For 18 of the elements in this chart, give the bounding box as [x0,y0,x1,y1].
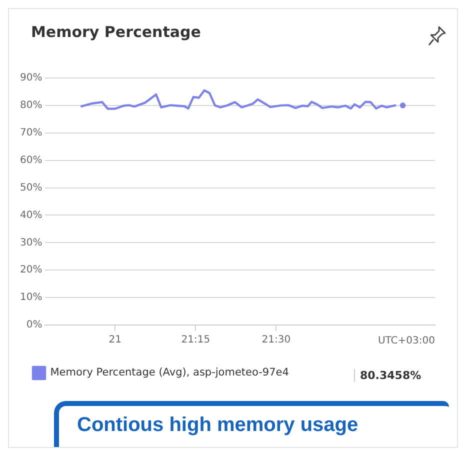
y-tick-label: 70% [20,127,42,138]
y-tick-label: 10% [20,292,42,304]
x-tick-label: 21:30 [262,334,291,346]
text: Contious high memory usage [76,413,360,438]
y-tick-label: 30% [20,237,42,248]
y-tick-label: 80% [20,100,42,112]
y-tick-label: 50% [20,182,42,194]
y-tick-label: 90% [20,72,42,84]
y-tick-label: 60% [20,154,42,166]
y-tick-label: 20% [20,264,42,276]
x-axis-title: UTC+03:00 [378,336,435,347]
x-tick-label: 21:15 [181,334,210,346]
chart-title: Memory Percentage [31,23,201,41]
text: 80.3458% [354,369,422,382]
y-tick-label: 0% [26,320,42,331]
legend-label: Memory Percentage (Avg), asp-jometeo-97e4 [50,366,290,379]
x-tick-label: 21 [108,334,122,346]
y-tick-label: 40% [20,210,42,221]
